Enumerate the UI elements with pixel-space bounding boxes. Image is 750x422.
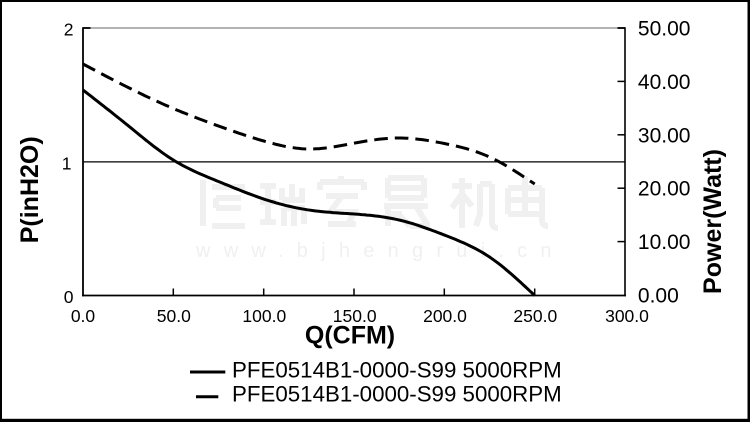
svg-text:0.0: 0.0 — [71, 306, 96, 326]
svg-text:1: 1 — [62, 154, 72, 174]
svg-text:PFE0514B1-0000-S99 5000RPM: PFE0514B1-0000-S99 5000RPM — [232, 382, 562, 407]
svg-text:10.00: 10.00 — [638, 231, 691, 254]
svg-text:www.bjhengrui.cn: www.bjhengrui.cn — [195, 240, 565, 262]
svg-text:0: 0 — [64, 287, 74, 307]
svg-text:PFE0514B1-0000-S99 5000RPM: PFE0514B1-0000-S99 5000RPM — [232, 358, 562, 383]
svg-text:Q(CFM): Q(CFM) — [305, 322, 395, 350]
svg-text:30.00: 30.00 — [638, 124, 691, 147]
svg-text:50.0: 50.0 — [157, 306, 191, 326]
svg-text:250.0: 250.0 — [513, 306, 557, 326]
svg-text:Power(Watt): Power(Watt) — [699, 149, 727, 294]
svg-text:50.00: 50.00 — [638, 18, 691, 41]
svg-text:200.0: 200.0 — [423, 306, 467, 326]
svg-text:40.00: 40.00 — [638, 71, 691, 94]
svg-text:2: 2 — [64, 20, 74, 40]
svg-text:150.0: 150.0 — [333, 306, 377, 326]
svg-text:100.0: 100.0 — [242, 306, 286, 326]
svg-text:20.00: 20.00 — [638, 178, 691, 201]
svg-text:0.00: 0.00 — [638, 285, 679, 308]
svg-text:P(inH2O): P(inH2O) — [16, 136, 44, 243]
svg-text:300.0: 300.0 — [605, 306, 649, 326]
